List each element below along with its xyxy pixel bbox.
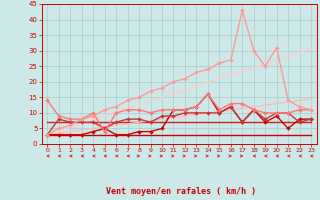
Text: Vent moyen/en rafales ( km/h ): Vent moyen/en rafales ( km/h ): [106, 187, 256, 196]
